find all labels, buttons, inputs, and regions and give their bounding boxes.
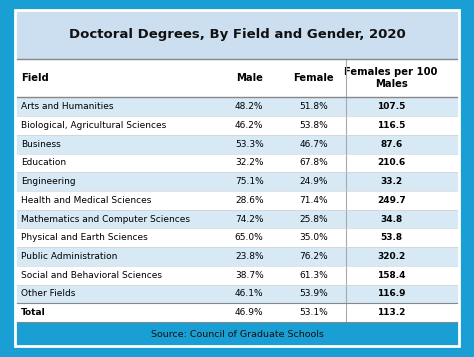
Text: 23.8%: 23.8% <box>235 252 264 261</box>
Text: 158.4: 158.4 <box>377 271 405 280</box>
Text: Other Fields: Other Fields <box>21 290 75 298</box>
Text: 53.8%: 53.8% <box>299 121 328 130</box>
Bar <box>15 116 459 135</box>
Text: Field: Field <box>21 73 49 83</box>
Text: Source: Council of Graduate Schools: Source: Council of Graduate Schools <box>151 330 323 339</box>
Bar <box>15 135 459 154</box>
Text: 65.0%: 65.0% <box>235 233 264 242</box>
Text: Engineering: Engineering <box>21 177 75 186</box>
Text: 113.2: 113.2 <box>377 308 405 317</box>
Text: 75.1%: 75.1% <box>235 177 264 186</box>
Bar <box>15 154 459 172</box>
Text: 61.3%: 61.3% <box>299 271 328 280</box>
Text: 116.5: 116.5 <box>377 121 405 130</box>
Text: 33.2: 33.2 <box>380 177 402 186</box>
Text: 53.1%: 53.1% <box>299 308 328 317</box>
Text: 46.1%: 46.1% <box>235 290 264 298</box>
Text: 46.2%: 46.2% <box>235 121 264 130</box>
Text: 116.9: 116.9 <box>377 290 405 298</box>
Text: 34.8: 34.8 <box>380 215 402 223</box>
Text: 51.8%: 51.8% <box>299 102 328 111</box>
Bar <box>15 210 459 228</box>
Bar <box>15 285 459 303</box>
Text: 53.9%: 53.9% <box>299 290 328 298</box>
Bar <box>15 247 459 266</box>
Text: Business: Business <box>21 140 61 149</box>
Bar <box>15 97 459 116</box>
Text: 67.8%: 67.8% <box>299 159 328 167</box>
Text: 210.6: 210.6 <box>377 159 405 167</box>
Bar <box>15 191 459 210</box>
Text: 48.2%: 48.2% <box>235 102 264 111</box>
Text: 320.2: 320.2 <box>377 252 405 261</box>
Text: Biological, Agricultural Sciences: Biological, Agricultural Sciences <box>21 121 166 130</box>
Bar <box>15 303 459 322</box>
Text: Physical and Earth Sciences: Physical and Earth Sciences <box>21 233 147 242</box>
Text: 53.8: 53.8 <box>380 233 402 242</box>
Text: 38.7%: 38.7% <box>235 271 264 280</box>
Text: 28.6%: 28.6% <box>235 196 264 205</box>
Bar <box>15 172 459 191</box>
Bar <box>15 266 459 285</box>
Text: 107.5: 107.5 <box>377 102 405 111</box>
Text: 35.0%: 35.0% <box>299 233 328 242</box>
Text: 46.9%: 46.9% <box>235 308 264 317</box>
Text: 25.8%: 25.8% <box>299 215 328 223</box>
Text: 71.4%: 71.4% <box>299 196 328 205</box>
Bar <box>15 10 459 59</box>
Text: Social and Behavioral Sciences: Social and Behavioral Sciences <box>21 271 162 280</box>
Text: 87.6: 87.6 <box>380 140 402 149</box>
Text: Male: Male <box>236 73 263 83</box>
Text: 32.2%: 32.2% <box>235 159 264 167</box>
Text: 24.9%: 24.9% <box>299 177 328 186</box>
Text: Total: Total <box>21 308 46 317</box>
Text: 74.2%: 74.2% <box>235 215 264 223</box>
Text: Education: Education <box>21 159 66 167</box>
Text: Mathematics and Computer Sciences: Mathematics and Computer Sciences <box>21 215 190 223</box>
Text: 249.7: 249.7 <box>377 196 406 205</box>
Text: Females per 100
Males: Females per 100 Males <box>345 67 438 89</box>
Text: Public Administration: Public Administration <box>21 252 117 261</box>
Text: Doctoral Degrees, By Field and Gender, 2020: Doctoral Degrees, By Field and Gender, 2… <box>69 28 405 41</box>
Bar <box>15 322 459 346</box>
Bar <box>15 59 459 322</box>
Bar <box>15 228 459 247</box>
Text: 46.7%: 46.7% <box>299 140 328 149</box>
Text: Arts and Humanities: Arts and Humanities <box>21 102 113 111</box>
Text: 53.3%: 53.3% <box>235 140 264 149</box>
Text: Health and Medical Sciences: Health and Medical Sciences <box>21 196 151 205</box>
Text: 76.2%: 76.2% <box>299 252 328 261</box>
Text: Female: Female <box>293 73 334 83</box>
